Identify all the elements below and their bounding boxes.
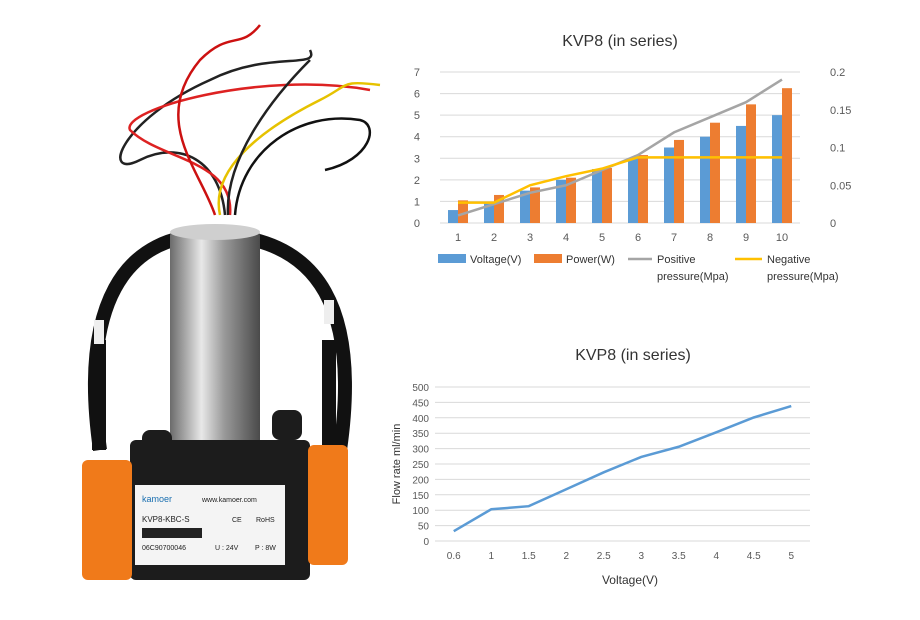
chart2-ytick-label: 450 — [412, 398, 429, 409]
chart2-ytick-label: 150 — [412, 491, 429, 502]
chart1-ytick-label: 0 — [414, 218, 420, 230]
chart2-xtick-label: 0.6 — [447, 551, 461, 562]
chart1-ytick-label: 4 — [414, 132, 420, 144]
chart2-ytick-label: 300 — [412, 445, 429, 456]
chart1-y2tick-label: 0.05 — [830, 180, 851, 192]
voltage-bar — [484, 203, 494, 223]
chart1-y2tick-label: 0.2 — [830, 67, 845, 79]
chart2-ytick-label: 100 — [412, 506, 429, 517]
chart1-xtick-label: 4 — [563, 232, 569, 244]
voltage-bar — [448, 210, 458, 223]
chart1-ytick-label: 1 — [414, 196, 420, 208]
power-bar — [782, 88, 792, 223]
chart1-xtick-label: 10 — [776, 232, 788, 244]
label-brand: kamoer — [142, 494, 172, 504]
legend-power-label: Power(W) — [566, 254, 615, 266]
label-serial: 06C90700046 — [142, 545, 186, 552]
chart2-xtick-label: 4.5 — [747, 551, 761, 562]
chart2-ytick-label: 0 — [423, 537, 429, 548]
chart2-xtick-label: 4 — [713, 551, 719, 562]
chart2-ytick-label: 500 — [412, 383, 429, 394]
motor-cylinder — [170, 230, 260, 470]
flow-rate-chart: KVP8 (in series) 0 50 100 150 200 250 300 350 400… — [380, 335, 820, 615]
series-performance-chart: KVP8 (in series) 0 1 2 3 4 5 6 7 0 0.05 0.1 0.15 0.2 1… — [400, 20, 920, 305]
chart2-xtick-label: 1.5 — [522, 551, 536, 562]
chart2-ytick-label: 400 — [412, 414, 429, 425]
voltage-bar — [628, 158, 638, 223]
label-rohs: RoHS — [256, 517, 275, 524]
chart1-y2tick-label: 0 — [830, 218, 836, 230]
label-model: KVP8-KBC-S — [142, 515, 190, 524]
voltage-bar — [664, 147, 674, 223]
chart2-xtick-label: 2 — [563, 551, 569, 562]
chart2-ytick-label: 350 — [412, 429, 429, 440]
chart1-xtick-label: 5 — [599, 232, 605, 244]
voltage-bar — [592, 169, 602, 223]
chart1-ytick-label: 6 — [414, 89, 420, 101]
power-bar — [530, 187, 540, 223]
chart2-svg: KVP8 (in series) 0 50 100 150 200 250 300 350 400… — [391, 347, 810, 587]
pump-product-image: kamoer www.kamoer.com KVP8-KBC-S CE RoHS… — [60, 10, 390, 610]
power-bar — [566, 177, 576, 223]
chart1-y2tick-label: 0.15 — [830, 105, 851, 117]
power-bar — [458, 200, 468, 223]
pump-illustration: kamoer www.kamoer.com KVP8-KBC-S CE RoHS… — [82, 24, 381, 580]
chart1-xtick-label: 8 — [707, 232, 713, 244]
chart1-xtick-label: 1 — [455, 232, 461, 244]
chart1-ytick-label: 2 — [414, 175, 420, 187]
chart2-title: KVP8 (in series) — [575, 347, 691, 364]
label-voltage: U : 24V — [215, 545, 239, 552]
legend-power-swatch — [534, 254, 562, 263]
negative-pressure-line — [458, 156, 782, 204]
chart2-xtick-label: 1 — [488, 551, 494, 562]
power-bar — [746, 104, 756, 223]
chart1-svg: KVP8 (in series) 0 1 2 3 4 5 6 7 0 0.05 0.1 0.15 0.2 1… — [414, 33, 852, 283]
chart2-xlabel: Voltage(V) — [602, 573, 658, 587]
product-label-plate — [135, 485, 285, 565]
label-website: www.kamoer.com — [201, 497, 257, 504]
chart1-title: KVP8 (in series) — [562, 33, 678, 50]
chart1-ytick-label: 5 — [414, 110, 420, 122]
chart1-y2tick-label: 0.1 — [830, 143, 845, 155]
power-bar — [674, 139, 684, 223]
voltage-bar — [736, 125, 746, 223]
flow-rate-line — [453, 404, 792, 533]
power-bar — [602, 167, 612, 223]
legend-negative-label-2: pressure(Mpa) — [767, 271, 839, 283]
legend-voltage-swatch — [438, 254, 466, 263]
pump-wires — [119, 24, 381, 216]
chart1-xtick-label: 3 — [527, 232, 533, 244]
chart2-xtick-label: 2.5 — [597, 551, 611, 562]
chart1-ytick-label: 7 — [414, 67, 420, 79]
chart1-ytick-label: 3 — [414, 153, 420, 165]
voltage-bar — [700, 136, 710, 223]
legend-negative-label: Negative — [767, 254, 810, 266]
chart2-xtick-label: 3 — [638, 551, 644, 562]
pump-head-left — [82, 460, 132, 580]
power-bar — [638, 155, 648, 223]
voltage-bar — [556, 179, 566, 223]
chart1-xtick-label: 7 — [671, 232, 677, 244]
chart2-ytick-label: 250 — [412, 460, 429, 471]
chart2-ytick-label: 50 — [418, 522, 430, 533]
label-barcode — [142, 528, 202, 538]
positive-pressure-line — [457, 78, 783, 217]
voltage-bar — [772, 115, 782, 223]
chart2-ytick-label: 200 — [412, 475, 429, 486]
chart1-xtick-label: 9 — [743, 232, 749, 244]
legend-positive-label: Positive — [657, 254, 696, 266]
power-bar — [494, 194, 504, 223]
pump-head-right — [308, 445, 348, 565]
chart1-xtick-label: 6 — [635, 232, 641, 244]
legend-voltage-label: Voltage(V) — [470, 254, 521, 266]
voltage-bar — [520, 190, 530, 223]
power-bar — [710, 122, 720, 223]
chart2-ylabel: Flow rate ml/min — [391, 424, 403, 505]
chart2-xtick-label: 3.5 — [672, 551, 686, 562]
label-power: P : 8W — [255, 545, 276, 552]
label-ce: CE — [232, 517, 242, 524]
chart2-xtick-label: 5 — [788, 551, 794, 562]
chart1-xtick-label: 2 — [491, 232, 497, 244]
legend-positive-label-2: pressure(Mpa) — [657, 271, 729, 283]
